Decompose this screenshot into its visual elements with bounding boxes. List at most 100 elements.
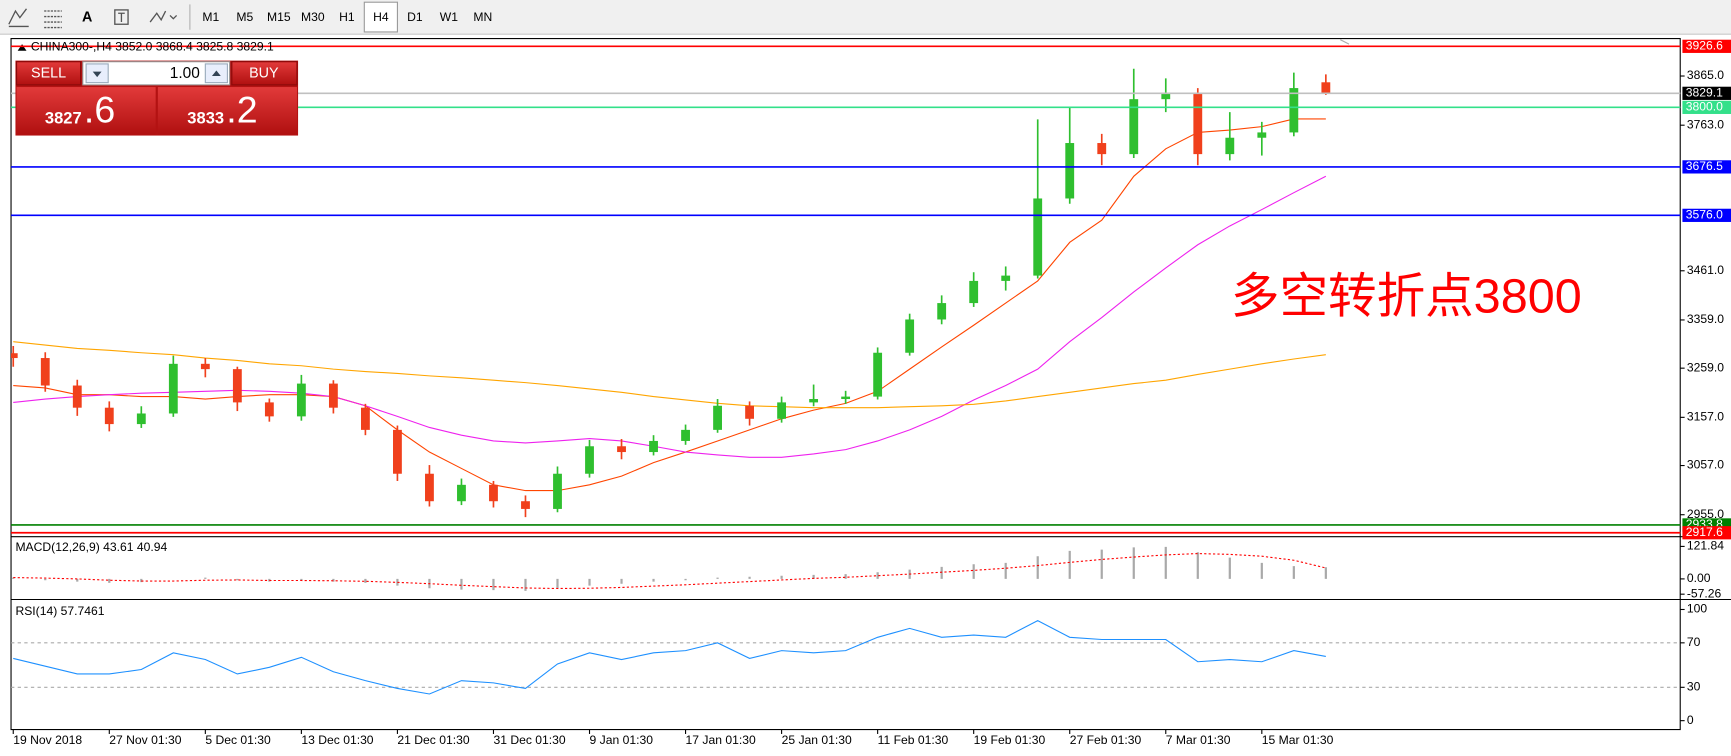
- x-tick-label: 21 Dec 01:30: [397, 733, 469, 747]
- y-tick-label: 2955.0: [1687, 507, 1724, 521]
- y-tick-label: 3157.0: [1687, 410, 1724, 424]
- level-label-box: [1682, 208, 1731, 222]
- arrows-tool-icon[interactable]: [149, 10, 178, 23]
- candle-body: [168, 363, 178, 414]
- candle-body: [521, 501, 530, 509]
- timeframe-button[interactable]: M15: [267, 10, 291, 24]
- level-label-box: [1682, 39, 1731, 53]
- y-tick-label: 30: [1687, 680, 1701, 694]
- candle-body: [1129, 99, 1139, 155]
- pane-content: [12, 546, 1327, 591]
- x-tick-label: 11 Feb 01:30: [878, 733, 949, 747]
- timeframe-button[interactable]: M5: [236, 10, 253, 24]
- candle-body: [649, 440, 658, 453]
- line-tool-icon[interactable]: [8, 8, 29, 28]
- buy-price-main: 3833: [187, 108, 224, 127]
- x-tick-label: 31 Dec 01:30: [493, 733, 565, 747]
- buy-label[interactable]: BUY: [249, 66, 279, 82]
- level-label-box: [1682, 86, 1731, 100]
- x-tick-label: 15 Mar 01:30: [1262, 733, 1334, 747]
- lot-input[interactable]: [82, 61, 231, 86]
- chart-shift-marker: [1339, 39, 1350, 45]
- candle-body: [937, 303, 947, 320]
- buy-price-box[interactable]: [157, 87, 297, 135]
- level-label-box: [1682, 526, 1731, 540]
- candle-body: [200, 363, 210, 370]
- active-timeframe: [363, 1, 398, 33]
- x-tick-label: 13 Dec 01:30: [301, 733, 373, 747]
- lot-value[interactable]: 1.00: [170, 65, 200, 82]
- level-label: 3576.0: [1686, 208, 1723, 222]
- label-tool-icon[interactable]: [114, 9, 129, 25]
- chart-frame: [10, 38, 1681, 731]
- candle-body: [1257, 132, 1267, 138]
- timeframe-button[interactable]: W1: [440, 10, 458, 24]
- candle-body: [1193, 93, 1203, 155]
- candle-body: [1033, 198, 1043, 276]
- y-tick-label: 0: [1687, 713, 1694, 727]
- moving-average: [13, 118, 1326, 492]
- pane-content: [11, 619, 1681, 695]
- x-tick-label: 25 Jan 01:30: [782, 733, 852, 747]
- candle-body: [457, 484, 466, 502]
- x-tick-label: 5 Dec 01:30: [205, 733, 271, 747]
- candle-body: [1225, 137, 1235, 155]
- pane-content: [11, 68, 1331, 518]
- timeframe-button[interactable]: H4: [373, 10, 389, 24]
- timeframe-button[interactable]: M1: [202, 10, 219, 24]
- candle-body: [681, 429, 690, 441]
- label-tool-glyph: [118, 12, 125, 23]
- sell-price-main: 3827: [45, 108, 82, 127]
- pane: 0 30 70 100 RSI(14) 57.7461: [11, 602, 1707, 727]
- candle-body: [873, 352, 883, 397]
- x-tick-label: 27 Nov 01:30: [109, 733, 181, 747]
- buy-price-frac: .2: [226, 88, 257, 130]
- timeframe-button[interactable]: MN: [473, 10, 492, 24]
- y-tick-label: 3259.0: [1687, 360, 1724, 374]
- toolbar: [0, 0, 1731, 35]
- chart-menu-icon[interactable]: [17, 44, 27, 51]
- sell-button[interactable]: [16, 61, 82, 86]
- x-tick-label: 19 Nov 2018: [13, 733, 82, 747]
- moving-average: [13, 175, 1327, 458]
- candle-body: [777, 402, 787, 419]
- candle-body: [585, 446, 594, 474]
- fibo-tool-icon[interactable]: [44, 10, 62, 29]
- candle-body: [104, 407, 114, 425]
- x-tick-label: 9 Jan 01:30: [590, 733, 654, 747]
- pane-title: RSI(14) 57.7461: [15, 604, 104, 618]
- candle-body: [553, 473, 562, 509]
- level-label: 3800.0: [1686, 100, 1723, 114]
- candle-body: [360, 407, 370, 430]
- plot-area: 2955.0 3057.0 3157.0 3259.0 3359.0 3461.0 3763…: [11, 39, 1731, 747]
- candle-body: [232, 369, 242, 403]
- x-tick-label: 7 Mar 01:30: [1166, 733, 1231, 747]
- level-label-box: [1682, 160, 1731, 174]
- rsi-line: [13, 619, 1326, 695]
- timeframe-button[interactable]: D1: [407, 10, 423, 24]
- y-tick-label: 3461.0: [1687, 263, 1724, 277]
- sell-price-frac: .6: [84, 88, 115, 130]
- candle-body: [264, 402, 274, 417]
- candle-body: [1161, 93, 1171, 100]
- candle-body: [296, 383, 306, 417]
- level-label: 3829.1: [1686, 86, 1723, 100]
- lot-up-arrow: [211, 70, 221, 77]
- level-label: 3926.6: [1686, 39, 1723, 53]
- level-label: 3676.5: [1686, 159, 1723, 173]
- timeframe-button[interactable]: H1: [339, 10, 355, 24]
- candle-body: [136, 413, 146, 425]
- candle-body: [1065, 143, 1075, 199]
- buy-button[interactable]: [231, 61, 298, 86]
- candle-body: [1289, 88, 1299, 133]
- sell-price-box[interactable]: [16, 87, 156, 135]
- y-tick-label: 3359.0: [1687, 312, 1724, 326]
- candle-body: [489, 484, 498, 502]
- candle-body: [617, 446, 626, 453]
- sell-label[interactable]: SELL: [31, 66, 66, 82]
- level-label: 2917.6: [1686, 525, 1723, 539]
- timeframe-button[interactable]: M30: [301, 10, 325, 24]
- lot-down-arrow: [92, 71, 102, 78]
- text-tool[interactable]: A: [82, 9, 92, 25]
- x-tick-label: 17 Jan 01:30: [686, 733, 756, 747]
